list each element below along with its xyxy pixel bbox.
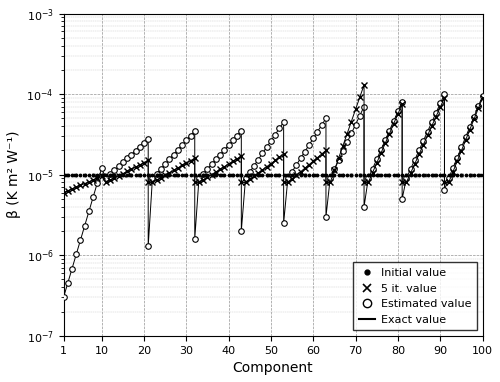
Y-axis label: β (K m² W⁻¹): β (K m² W⁻¹) [7, 131, 21, 219]
X-axis label: Component: Component [232, 361, 314, 375]
Legend: Initial value, 5 it. value, Estimated value, Exact value: Initial value, 5 it. value, Estimated va… [353, 262, 477, 330]
